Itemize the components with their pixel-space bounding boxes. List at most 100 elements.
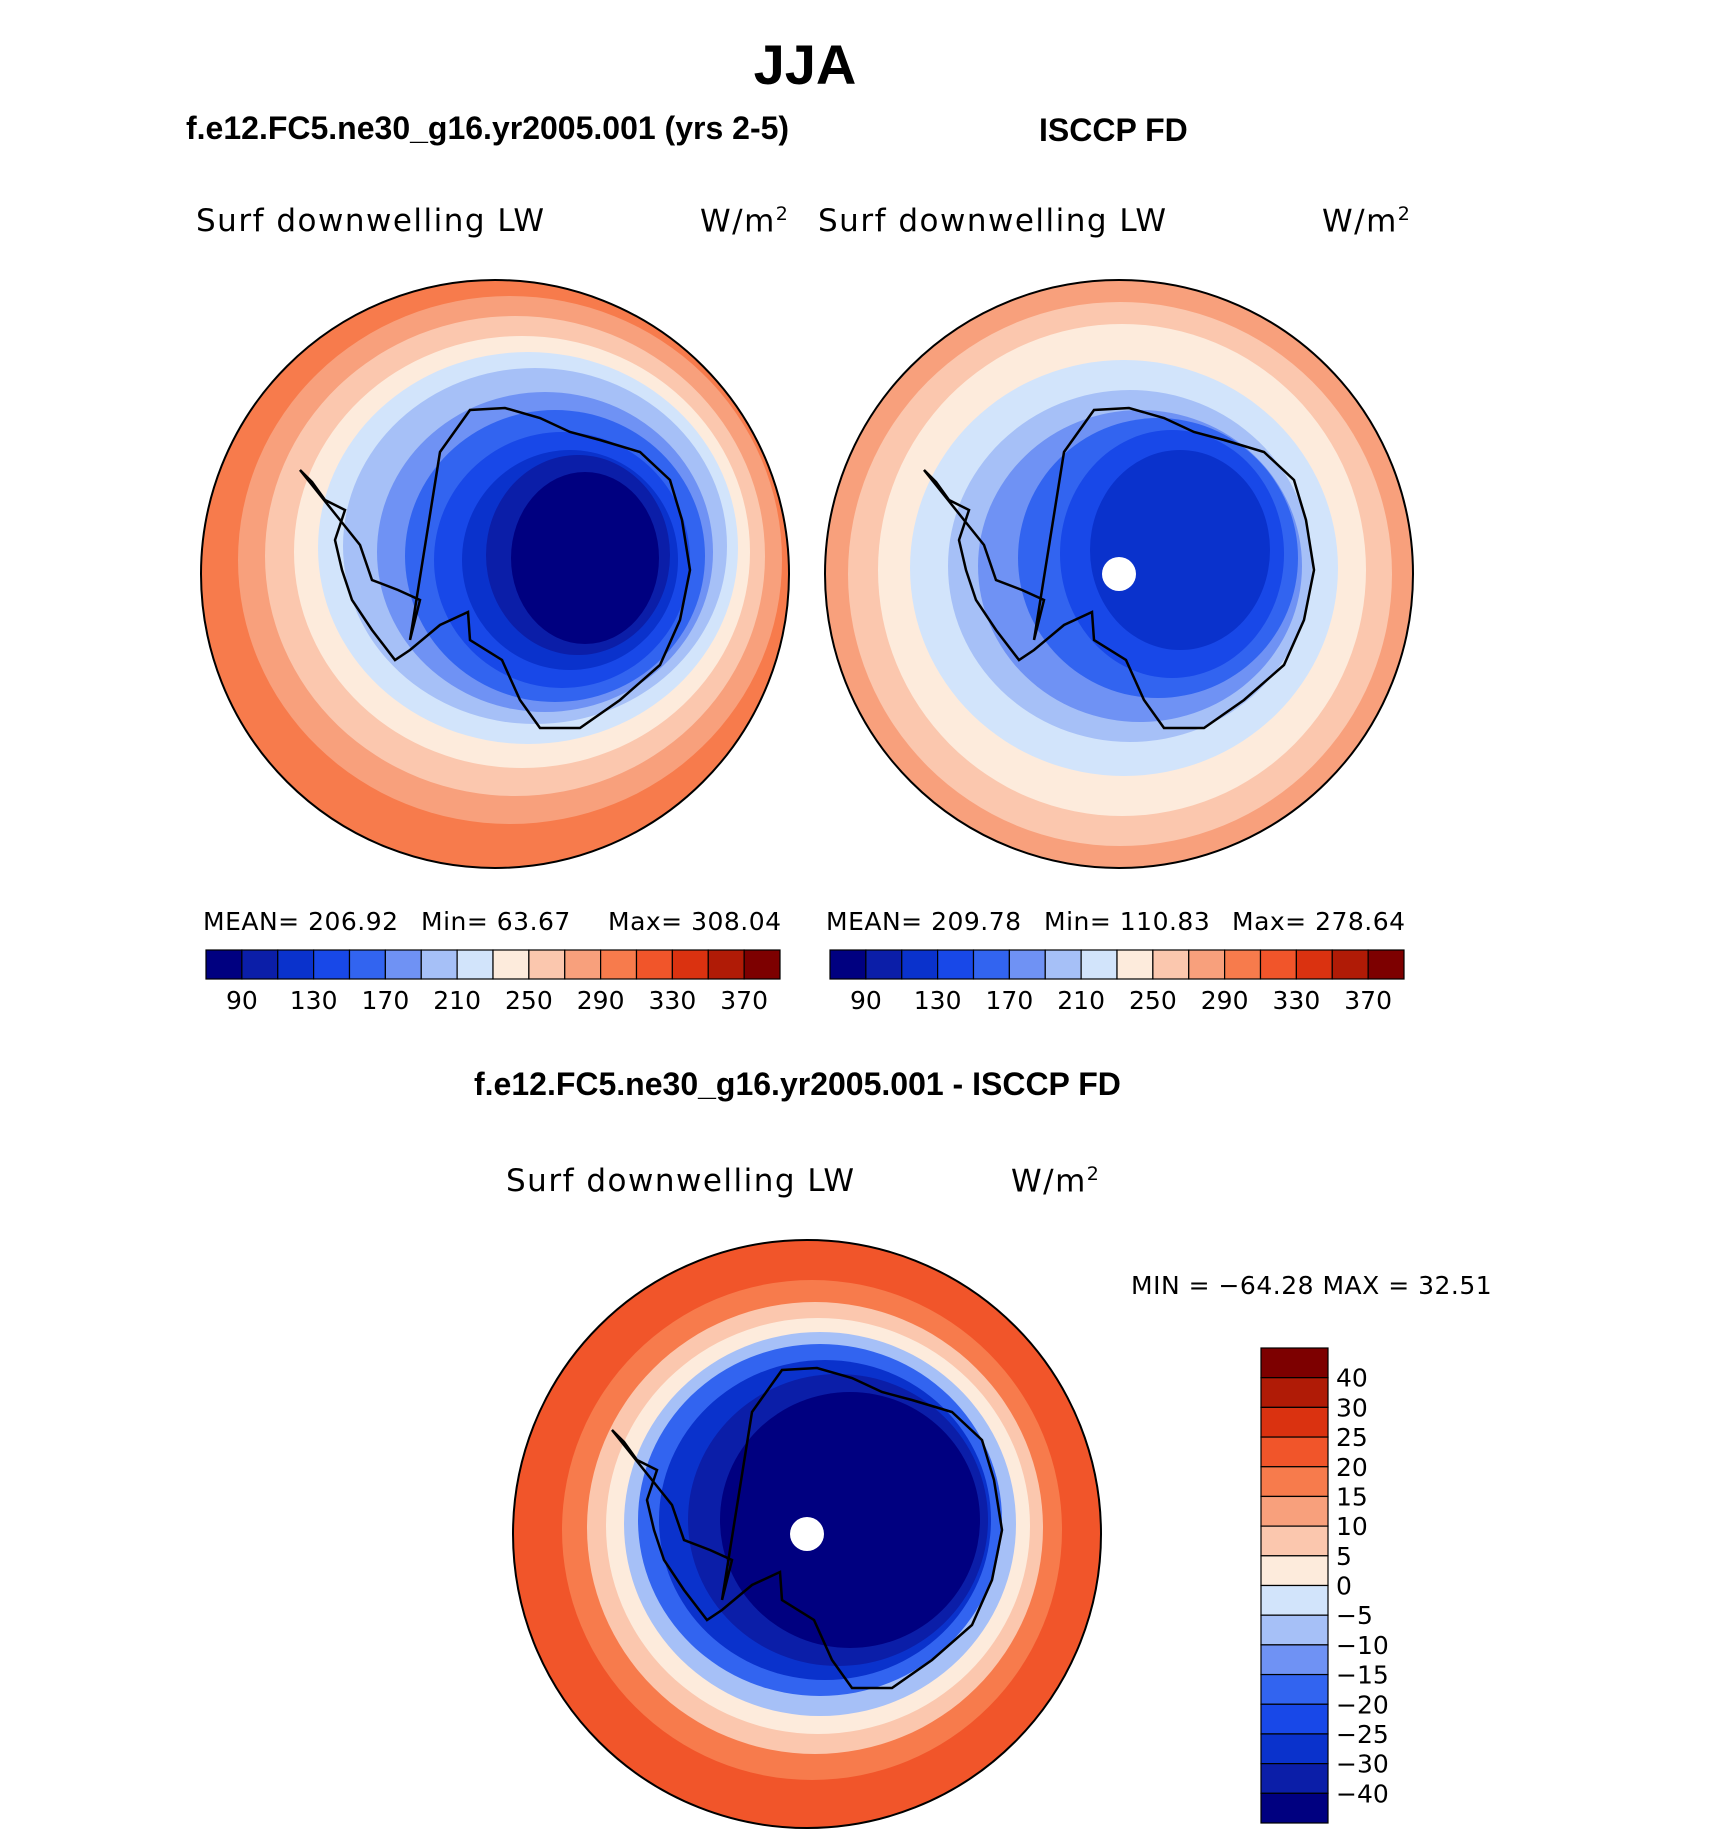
obs-colorbar-swatch xyxy=(1044,949,1082,980)
obs-colorbar-swatch xyxy=(1367,949,1405,980)
diff-colorbar-tick-label: −10 xyxy=(1336,1631,1389,1660)
obs-colorbar-swatch xyxy=(1116,949,1154,980)
model-colorbar-swatch xyxy=(348,949,386,980)
diff-colorbar-tick-label: 0 xyxy=(1336,1572,1352,1601)
diff-colorbar-tick-label: −5 xyxy=(1336,1601,1373,1630)
model-colorbar-swatch xyxy=(205,949,243,980)
model-colorbar-swatch xyxy=(313,949,351,980)
model-colorbar-swatch xyxy=(671,949,709,980)
obs-colorbar-tick-label: 370 xyxy=(1344,986,1392,1015)
model-colorbar: 90 130 170 210 250 290 330 370 xyxy=(205,949,781,1015)
diff-colorbar-tick-label: −20 xyxy=(1336,1690,1389,1719)
obs-colorbar-swatch xyxy=(1080,949,1118,980)
diff-colorbar-swatch xyxy=(1260,1703,1329,1735)
model-panel-title: f.e12.FC5.ne30_g16.yr2005.001 (yrs 2-5) xyxy=(186,110,790,146)
model-mean-stat: MEAN= 206.92 xyxy=(203,907,399,936)
obs-coastline xyxy=(923,406,1316,730)
diff-colorbar-swatch xyxy=(1260,1377,1329,1408)
diff-colorbar-tick-label: −15 xyxy=(1336,1661,1389,1690)
model-colorbar-tick-label: 330 xyxy=(649,986,697,1015)
obs-variable-label: Surf downwelling LW xyxy=(818,203,1168,239)
obs-pole-hole xyxy=(1102,557,1136,591)
diff-variable-label: Surf downwelling LW xyxy=(506,1163,856,1199)
model-colorbar-swatch xyxy=(564,949,602,980)
diff-colorbar-swatch xyxy=(1260,1733,1329,1765)
diff-colorbar-tick-label: 20 xyxy=(1336,1453,1368,1482)
model-colorbar-swatch xyxy=(277,949,315,980)
model-colorbar-swatch xyxy=(456,949,494,980)
diff-colorbar-swatch xyxy=(1260,1792,1329,1824)
model-colorbar-tick-label: 90 xyxy=(226,986,258,1015)
obs-colorbar-swatch xyxy=(937,949,975,980)
obs-colorbar-swatch xyxy=(1295,949,1333,980)
diff-colorbar-tick-label: 25 xyxy=(1336,1423,1368,1452)
obs-colorbar-swatch xyxy=(1152,949,1190,980)
diff-panel-title: f.e12.FC5.ne30_g16.yr2005.001 - ISCCP FD xyxy=(474,1066,1121,1102)
model-colorbar-swatch xyxy=(384,949,422,980)
diff-colorbar-swatch xyxy=(1260,1614,1329,1646)
model-colorbar-tick-label: 370 xyxy=(720,986,768,1015)
obs-colorbar-swatch xyxy=(972,949,1010,980)
figure-title: JJA xyxy=(753,33,857,96)
diff-colorbar-tick-label: 40 xyxy=(1336,1364,1368,1393)
model-colorbar-swatch xyxy=(492,949,530,980)
model-variable-label: Surf downwelling LW xyxy=(196,203,546,239)
diff-colorbar-tick-label: 30 xyxy=(1336,1393,1368,1422)
obs-colorbar-tick-label: 210 xyxy=(1057,986,1105,1015)
model-units-label: W/m2 xyxy=(700,203,790,240)
model-colorbar-swatch xyxy=(635,949,673,980)
model-coastline xyxy=(299,406,692,730)
obs-colorbar-tick-label: 130 xyxy=(914,986,962,1015)
diff-colorbar-tick-label: −25 xyxy=(1336,1720,1389,1749)
diff-pole-hole xyxy=(790,1517,824,1551)
obs-colorbar-swatch xyxy=(1224,949,1262,980)
diff-coastline xyxy=(611,1366,1004,1690)
model-colorbar-swatch xyxy=(528,949,566,980)
obs-colorbar-swatch xyxy=(901,949,939,980)
obs-colorbar-swatch xyxy=(1331,949,1369,980)
obs-map-border xyxy=(824,279,1414,869)
model-colorbar-tick-label: 250 xyxy=(505,986,553,1015)
diff-colorbar-tick-label: 10 xyxy=(1336,1512,1368,1541)
diff-colorbar-swatch xyxy=(1260,1644,1329,1676)
model-max-stat: Max= 308.04 xyxy=(608,907,782,936)
obs-colorbar-swatch xyxy=(1259,949,1297,980)
obs-colorbar-tick-label: 330 xyxy=(1273,986,1321,1015)
diff-colorbar-tick-label: −40 xyxy=(1336,1779,1389,1808)
diff-colorbar-swatch xyxy=(1260,1673,1329,1705)
diff-colorbar-swatch xyxy=(1260,1466,1329,1498)
diff-colorbar-swatch xyxy=(1260,1525,1329,1557)
model-min-stat: Min= 63.67 xyxy=(421,907,571,936)
diff-colorbar-swatch xyxy=(1260,1555,1329,1587)
obs-max-stat: Max= 278.64 xyxy=(1232,907,1406,936)
model-colorbar-swatch xyxy=(707,949,745,980)
model-colorbar-tick-label: 170 xyxy=(362,986,410,1015)
model-colorbar-swatch xyxy=(241,949,279,980)
model-colorbar-swatch xyxy=(600,949,638,980)
obs-panel-title: ISCCP FD xyxy=(1039,112,1188,148)
diff-map-border xyxy=(512,1239,1102,1829)
model-colorbar-tick-label: 130 xyxy=(290,986,338,1015)
model-colorbar-swatch xyxy=(743,949,781,980)
model-map xyxy=(201,280,789,868)
obs-colorbar-tick-label: 170 xyxy=(986,986,1034,1015)
diff-units-label: W/m2 xyxy=(1011,1163,1101,1200)
obs-colorbar-swatch xyxy=(829,949,867,980)
obs-colorbar-tick-label: 250 xyxy=(1129,986,1177,1015)
model-colorbar-tick-label: 210 xyxy=(433,986,481,1015)
diff-colorbar-tick-label: 15 xyxy=(1336,1482,1368,1511)
obs-units-label: W/m2 xyxy=(1322,203,1412,240)
diff-colorbar-swatch xyxy=(1260,1584,1329,1616)
diff-colorbar-swatch xyxy=(1260,1763,1329,1794)
obs-mean-stat: MEAN= 209.78 xyxy=(826,907,1022,936)
obs-colorbar-swatch xyxy=(865,949,903,980)
diff-colorbar-tick-label: 5 xyxy=(1336,1542,1352,1571)
diff-colorbar-tick-label: −30 xyxy=(1336,1750,1389,1779)
diff-minmax-stat: MIN = −64.28 MAX = 32.51 xyxy=(1131,1271,1493,1300)
diff-colorbar-swatch xyxy=(1260,1347,1329,1379)
diff-colorbar-swatch xyxy=(1260,1495,1329,1527)
obs-colorbar-swatch xyxy=(1008,949,1046,980)
obs-colorbar-tick-label: 290 xyxy=(1201,986,1249,1015)
